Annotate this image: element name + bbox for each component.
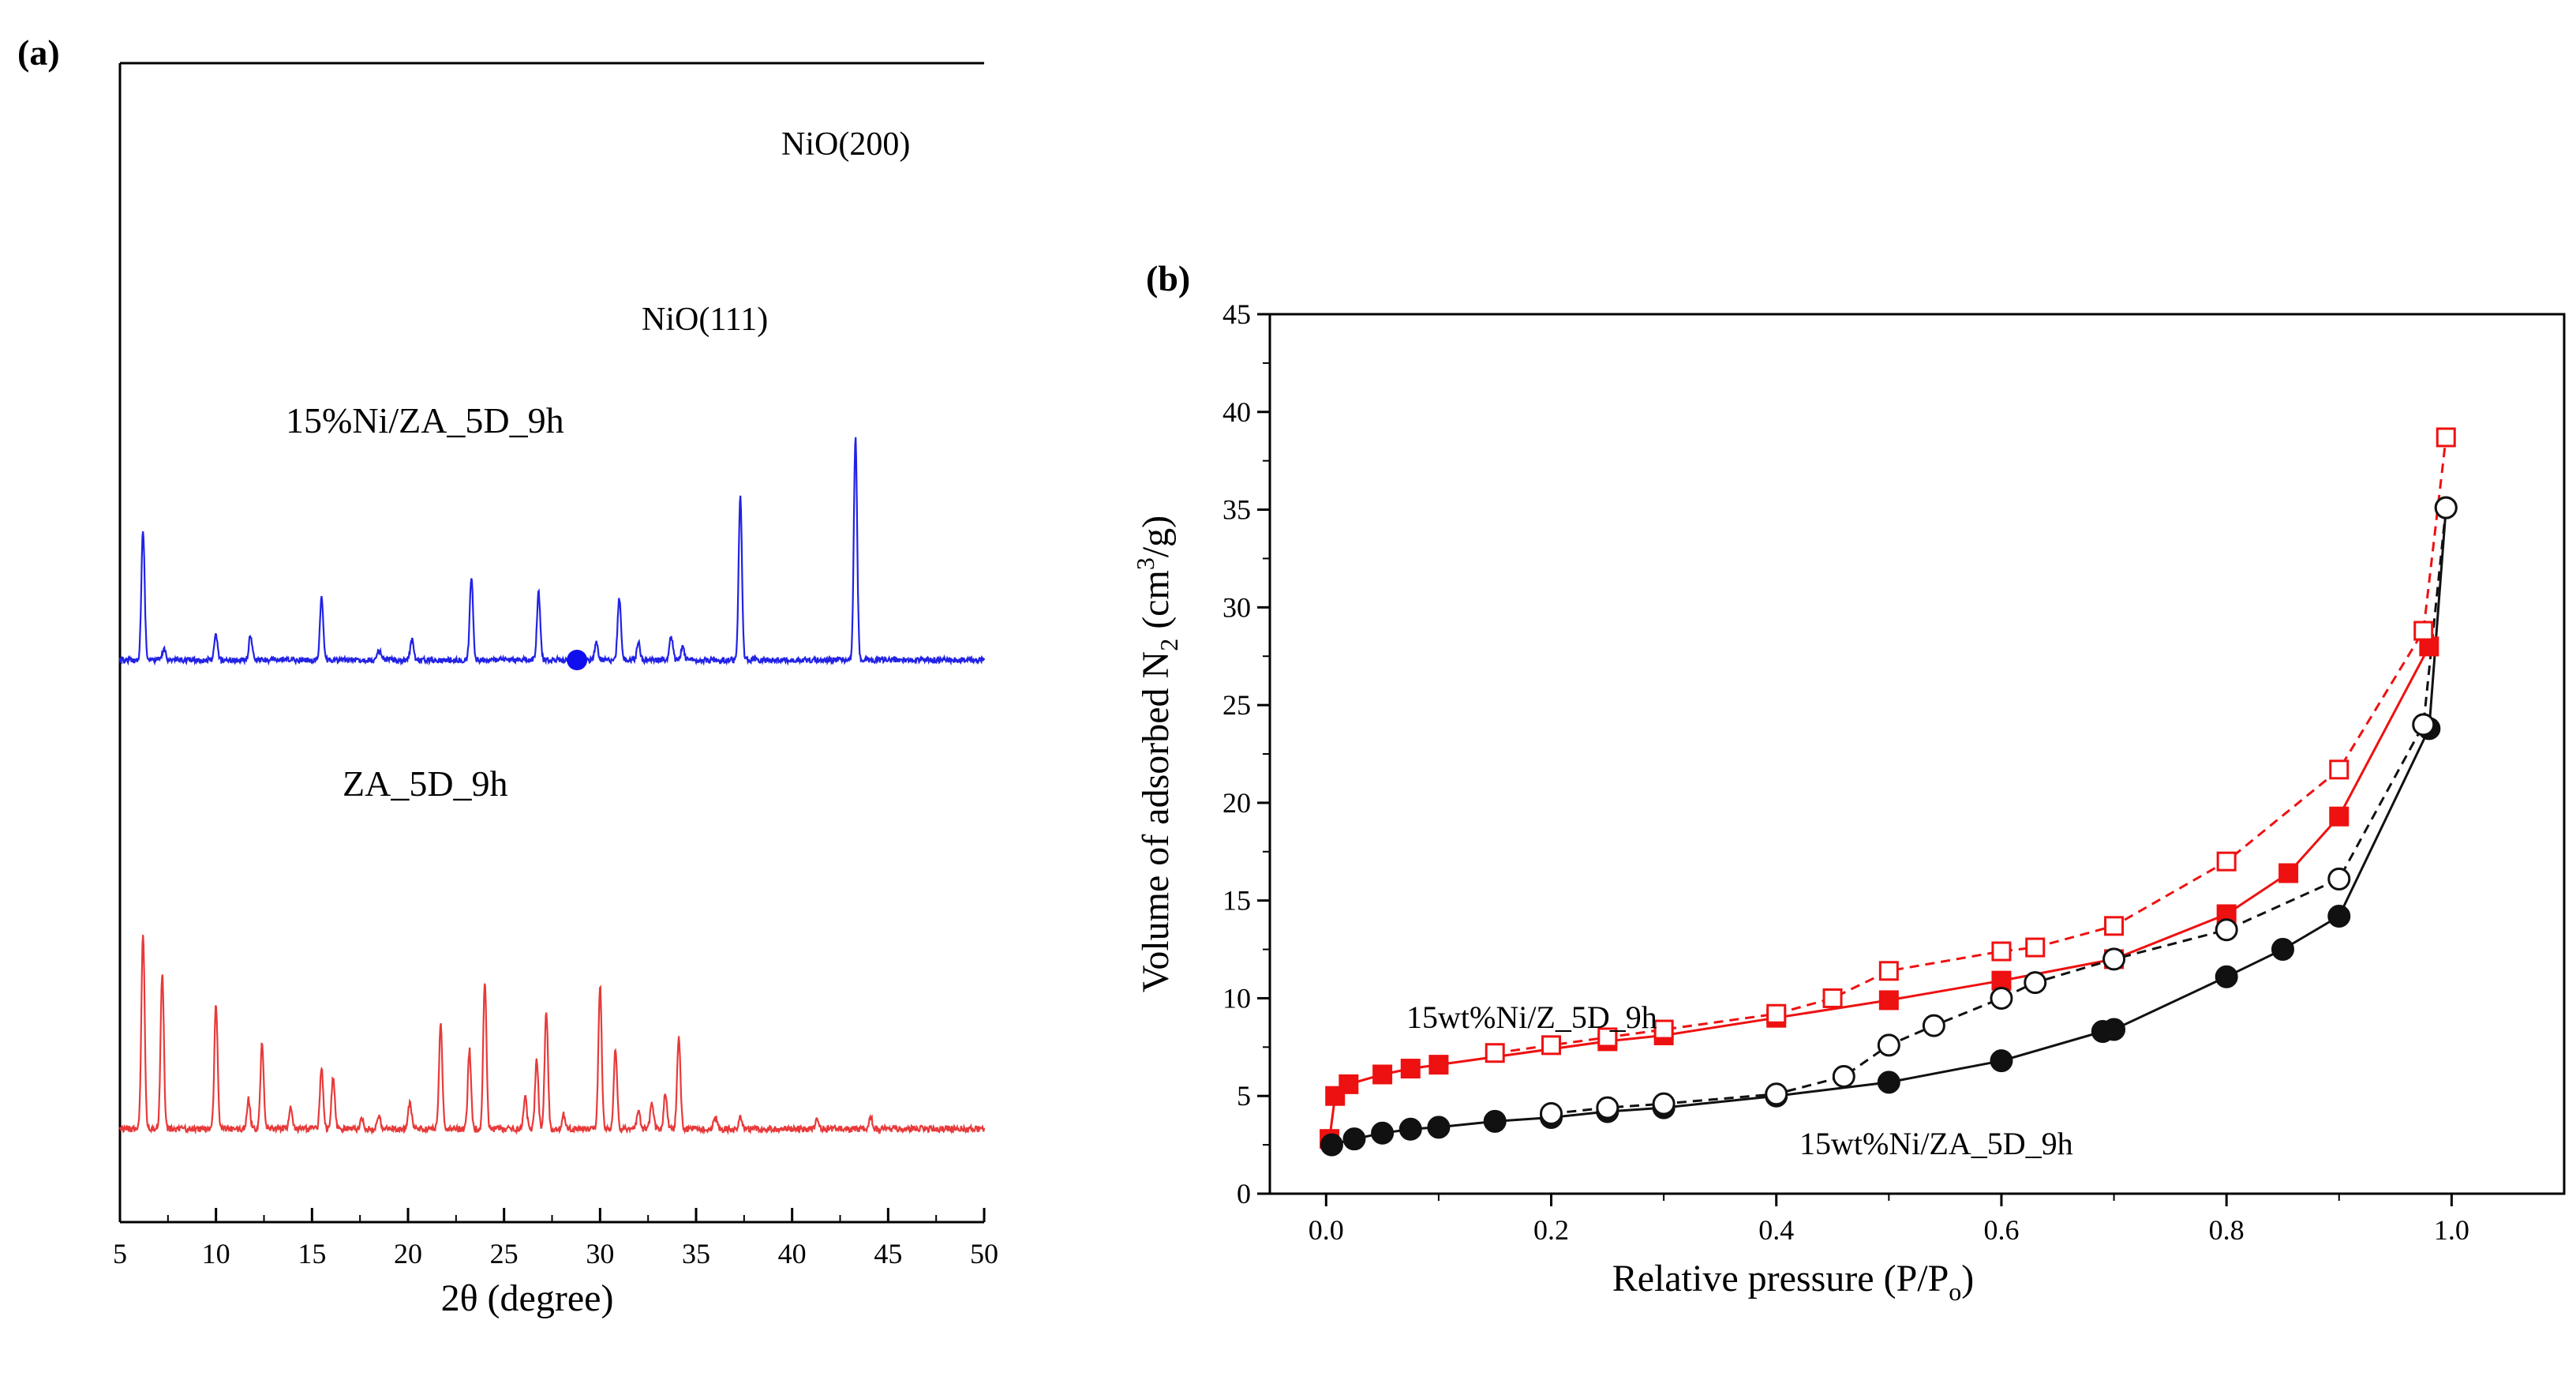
isotherm-line bbox=[1551, 507, 2447, 1115]
panel-a-x-ticks: 5 10 15 20 25 30 35 40 45 50 bbox=[113, 1208, 998, 1269]
data-point-circle bbox=[2412, 713, 2436, 737]
series-label-red: 15wt%Ni/Z_5D_9h bbox=[1406, 999, 1657, 1035]
panel-a-x-tick-label: 15 bbox=[298, 1238, 326, 1269]
isotherm-line bbox=[1328, 646, 2431, 1139]
panel-a-x-tick-label: 10 bbox=[202, 1238, 230, 1269]
data-point-square bbox=[2025, 937, 2046, 958]
panel-a-label: (a) bbox=[17, 32, 60, 73]
data-point-square bbox=[1400, 1059, 1421, 1079]
series-label-bottom: ZA_5D_9h bbox=[343, 763, 508, 804]
panel-a-x-tick-label: 5 bbox=[113, 1238, 127, 1269]
data-point-square bbox=[1766, 1003, 1787, 1024]
data-point-square bbox=[1541, 1035, 1562, 1056]
data-point-circle bbox=[1540, 1102, 1563, 1126]
panel-a-x-tick-label: 45 bbox=[874, 1238, 902, 1269]
panel-a-x-tick-label: 35 bbox=[682, 1238, 710, 1269]
data-point-circle bbox=[2102, 1018, 2126, 1041]
panel-b-y-tick-label: 30 bbox=[1222, 591, 1251, 623]
panel-b-y-tick-label: 25 bbox=[1222, 689, 1251, 721]
data-point-square bbox=[1878, 961, 1899, 981]
data-point-circle bbox=[1922, 1014, 1945, 1037]
data-point-circle bbox=[1832, 1064, 1855, 1088]
data-point-square bbox=[1653, 1019, 1674, 1040]
panel-b-series bbox=[1320, 427, 2458, 1157]
panel-b-ticks: 0 5 10 15 20 25 30 35 40 45 0.0 0.2 0.4 0.6 0.8 1.0 bbox=[1222, 298, 2469, 1246]
data-point-square bbox=[1991, 970, 2012, 991]
panel-b-y-tick-label: 35 bbox=[1222, 494, 1251, 526]
data-point-circle bbox=[1596, 1096, 1619, 1119]
data-point-square bbox=[2278, 863, 2299, 883]
data-point-circle bbox=[1877, 1033, 1900, 1057]
panel-b-y-tick-label: 0 bbox=[1237, 1178, 1251, 1209]
data-point-circle bbox=[2327, 867, 2351, 891]
panel-b-y-tick-label: 45 bbox=[1222, 298, 1251, 330]
data-point-circle bbox=[1990, 986, 2013, 1010]
panel-a: (a) 5 10 15 20 25 30 35 40 45 50 NiO(200) NiO(111… bbox=[17, 32, 998, 1319]
panel-b-y-tick-label: 5 bbox=[1237, 1080, 1251, 1112]
data-point-circle bbox=[1427, 1116, 1451, 1139]
data-point-square bbox=[1339, 1074, 1359, 1094]
data-point-circle bbox=[1398, 1117, 1422, 1141]
panel-b-x-tick-label: 0.2 bbox=[1533, 1214, 1569, 1246]
data-point-circle bbox=[1990, 1049, 2013, 1073]
panel-b-y-tick-label: 15 bbox=[1222, 885, 1251, 917]
series-label-top: 15%Ni/ZA_5D_9h bbox=[286, 400, 564, 441]
data-point-square bbox=[1597, 1027, 1618, 1048]
data-point-square bbox=[1485, 1043, 1505, 1063]
data-point-circle bbox=[1371, 1121, 1395, 1145]
panel-b-x-tick-label: 0.6 bbox=[1983, 1214, 2019, 1246]
data-point-square bbox=[1428, 1055, 1449, 1075]
data-point-square bbox=[2329, 759, 2349, 780]
panel-b-y-tick-label: 40 bbox=[1222, 396, 1251, 428]
panel-b-x-tick-label: 0.8 bbox=[2209, 1214, 2245, 1246]
panel-a-x-tick-label: 25 bbox=[490, 1238, 519, 1269]
data-point-circle bbox=[1483, 1109, 1507, 1133]
panel-b-x-tick-label: 0.4 bbox=[1758, 1214, 1794, 1246]
panel-b: (b) 0 5 10 15 20 25 30 35 40 45 0.0 0.2 0.4 0.6 0.8 1.0… bbox=[1131, 258, 2566, 1306]
series-label-black: 15wt%Ni/ZA_5D_9h bbox=[1799, 1126, 2073, 1161]
annotation-nio-200: NiO(200) bbox=[781, 126, 910, 163]
panel-b-x-label: Relative pressure (P/Po) bbox=[1612, 1258, 1975, 1306]
data-point-circle bbox=[1877, 1071, 1900, 1094]
data-point-square bbox=[1878, 990, 1899, 1011]
panel-b-x-tick-label: 0.0 bbox=[1309, 1214, 1344, 1246]
data-point-square bbox=[2216, 851, 2237, 872]
data-point-circle bbox=[1342, 1127, 1366, 1151]
data-point-square bbox=[1991, 941, 2012, 962]
panel-b-y-tick-label: 10 bbox=[1222, 982, 1251, 1014]
panel-b-label: (b) bbox=[1146, 258, 1190, 298]
panel-a-x-tick-label: 50 bbox=[970, 1238, 998, 1269]
xrd-marker-dot bbox=[567, 650, 588, 670]
data-point-square bbox=[1822, 988, 1843, 1008]
data-point-circle bbox=[2434, 496, 2458, 519]
xrd-pattern-bottom bbox=[118, 935, 986, 1135]
panel-b-y-tick-label: 20 bbox=[1222, 787, 1251, 819]
data-point-circle bbox=[2024, 971, 2047, 995]
data-point-circle bbox=[1765, 1082, 1788, 1106]
panel-a-x-tick-label: 20 bbox=[394, 1238, 422, 1269]
data-point-circle bbox=[2215, 918, 2238, 942]
data-point-circle bbox=[1320, 1133, 1343, 1157]
panel-a-x-tick-label: 30 bbox=[586, 1238, 614, 1269]
panel-b-x-tick-label: 1.0 bbox=[2434, 1214, 2469, 1246]
data-point-square bbox=[2329, 806, 2349, 827]
data-point-square bbox=[2413, 621, 2434, 641]
annotation-nio-111: NiO(111) bbox=[642, 302, 768, 338]
data-point-circle bbox=[2271, 938, 2294, 962]
data-point-square bbox=[2436, 427, 2456, 448]
data-point-circle bbox=[2327, 904, 2351, 928]
data-point-square bbox=[2104, 916, 2125, 936]
isotherm-line bbox=[1494, 437, 2447, 1055]
panel-a-x-tick-label: 40 bbox=[778, 1238, 807, 1269]
data-point-circle bbox=[1652, 1092, 1676, 1116]
data-point-circle bbox=[2215, 965, 2238, 988]
data-point-circle bbox=[2102, 947, 2126, 971]
data-point-square bbox=[1372, 1064, 1393, 1085]
xrd-pattern-top bbox=[118, 437, 986, 666]
panel-a-x-label: 2θ (degree) bbox=[441, 1277, 614, 1319]
panel-b-y-label: Volume of adsorbed N2 (cm3/g) bbox=[1131, 516, 1183, 992]
